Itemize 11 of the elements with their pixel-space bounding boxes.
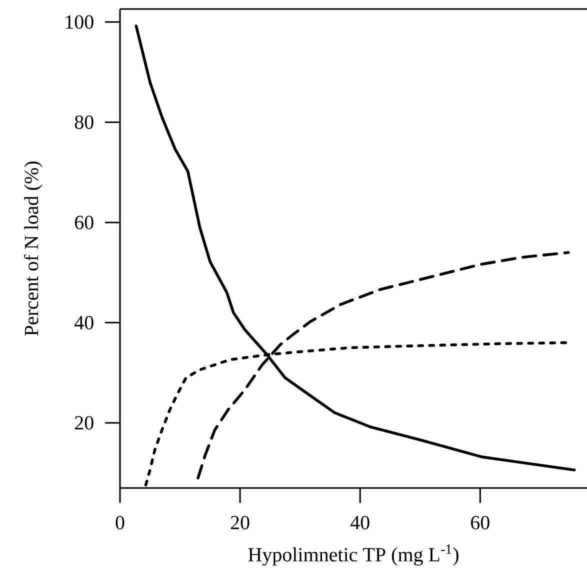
y-tick-label: 40 [74, 316, 94, 330]
y-tick-label: 20 [75, 416, 94, 430]
y-tick-label: 100 [66, 15, 94, 29]
x-tick-label: 0 [116, 516, 124, 530]
y-tick-label: 80 [74, 115, 94, 129]
y-axis-title: Percent of N load (%) [24, 162, 42, 336]
x-tick-label: 40 [350, 516, 370, 530]
x-axis-title: Hypolimnetic TP (mg L$^{-1}$) [248, 544, 458, 566]
x-tick-label: 20 [230, 516, 250, 530]
y-tick-label: 60 [74, 216, 94, 230]
x-tick-label: 60 [471, 516, 490, 530]
